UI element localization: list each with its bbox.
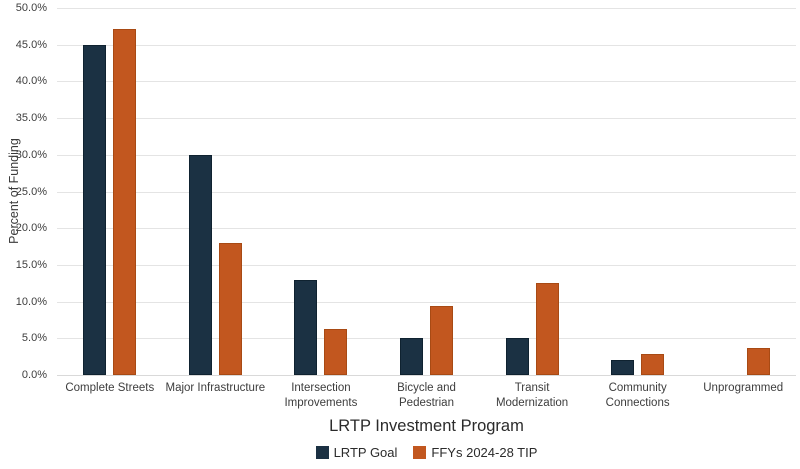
bar-lrtp-goal-bicycle-and-pedestrian [400,338,423,375]
bar-ffys-2024-28-tip-intersection-improvements [324,328,348,375]
legend-swatch-lrtp-goal [315,446,329,459]
y-tick-label-45: 45.0% [15,38,47,51]
legend: LRTP Goal FFYs 2024-28 TIP [57,445,796,460]
bar-lrtp-goal-complete-streets [83,44,107,375]
legend-swatch-ffys-2024-28-tip [413,446,427,459]
category-label-intersection-improvements: Intersection Improvements [284,382,358,409]
bar-ffys-2024-28-tip-complete-streets [113,28,137,375]
category-label-major-infrastructure: Major Infrastructure [165,382,266,394]
bar-lrtp-goal-major-infrastructure [188,154,212,375]
gridline-20 [57,228,796,230]
gridline-15 [57,264,796,266]
bar-ffys-2024-28-tip-bicycle-and-pedestrian [430,306,453,375]
y-tick-label-20: 20.0% [15,222,47,235]
bar-lrtp-goal-intersection-improvements [294,279,318,375]
category-label-unprogrammed: Unprogrammed [703,382,784,394]
bar-ffys-2024-28-tip-transit-modernization [535,283,559,375]
y-tick-label-5: 5.0% [21,332,47,345]
gridline-50 [57,8,796,9]
y-tick-label-10: 10.0% [15,295,47,308]
y-tick-label-25: 25.0% [15,185,47,198]
bar-ffys-2024-28-tip-community-connections [641,353,665,375]
y-tick-label-35: 35.0% [15,112,47,125]
legend-label-lrtp-goal: LRTP Goal [333,445,398,460]
gridline-35 [57,118,796,120]
x-axis-title: LRTP Investment Program [329,417,524,435]
bar-lrtp-goal-transit-modernization [505,338,529,375]
bar-ffys-2024-28-tip-unprogrammed [746,347,770,375]
gridline-30 [57,154,796,156]
legend-item-lrtp-goal: LRTP Goal [315,445,398,460]
legend-item-ffys-2024-28-tip: FFYs 2024-28 TIP [413,445,537,460]
y-tick-label-15: 15.0% [15,258,47,271]
gridline-5 [57,338,796,340]
gridline-0 [57,375,796,376]
y-tick-label-30: 30.0% [15,148,47,161]
gridline-45 [57,44,796,46]
gridline-25 [57,191,796,193]
bar-lrtp-goal-community-connections [611,360,635,375]
legend-label-ffys-2024-28-tip: FFYs 2024-28 TIP [431,445,538,460]
category-label-complete-streets: Complete Streets [65,382,155,394]
gridline-10 [57,301,796,303]
y-tick-label-40: 40.0% [15,75,47,88]
bar-ffys-2024-28-tip-major-infrastructure [218,242,242,375]
category-label-community-connections: Community Connections [605,382,670,409]
category-label-transit-modernization: Transit Modernization [495,382,569,409]
gridline-40 [57,81,796,83]
y-tick-label-50: 50.0% [15,2,47,14]
category-label-bicycle-and-pedestrian: Bicycle and Pedestrian [397,382,456,409]
y-tick-label-0: 0.0% [21,369,47,381]
